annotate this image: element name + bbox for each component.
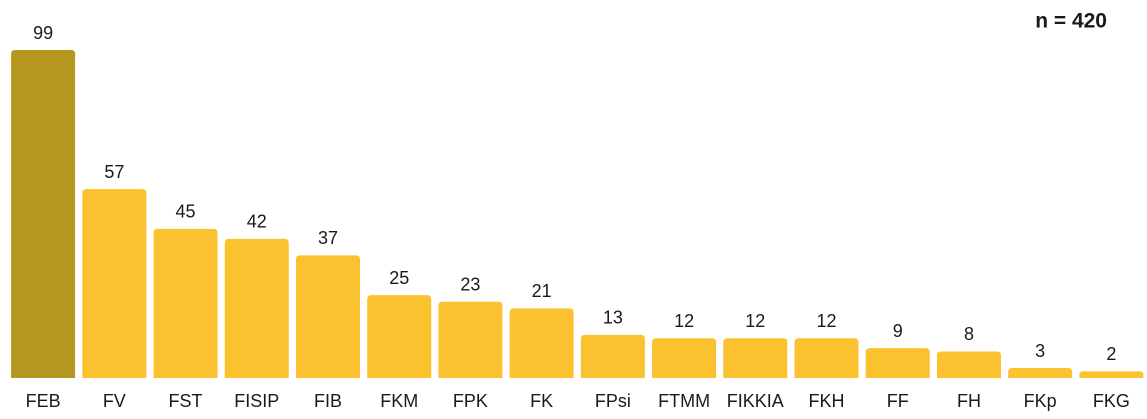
- value-label: 57: [104, 162, 124, 182]
- x-tick-label: FEB: [26, 391, 61, 411]
- x-tick-label: FKG: [1093, 391, 1130, 411]
- bar: [652, 338, 717, 378]
- bar: [1079, 371, 1144, 378]
- bar: [224, 238, 289, 378]
- x-tick-label: FKH: [809, 391, 845, 411]
- value-label: 25: [389, 268, 409, 288]
- bar: [580, 334, 645, 378]
- bar: [1008, 368, 1073, 378]
- value-label: 99: [33, 23, 53, 43]
- value-label: 9: [893, 321, 903, 341]
- value-label: 12: [745, 311, 765, 331]
- x-tick-label: FIB: [314, 391, 342, 411]
- x-tick-label: FV: [103, 391, 126, 411]
- bar: [11, 50, 76, 378]
- bar: [438, 301, 503, 378]
- sample-size: n = 420: [1035, 10, 1107, 33]
- value-label: 12: [674, 311, 694, 331]
- x-tick-label: FST: [169, 391, 203, 411]
- bar: [509, 308, 574, 378]
- x-tick-label: FK: [530, 391, 553, 411]
- bar: [153, 228, 218, 378]
- x-tick-label: FF: [887, 391, 909, 411]
- value-label: 21: [532, 281, 552, 301]
- bar: [295, 255, 360, 378]
- value-label: 42: [247, 212, 267, 232]
- value-label: 23: [460, 275, 480, 295]
- x-tick-label: FTMM: [658, 391, 710, 411]
- value-label: 8: [964, 324, 974, 344]
- x-tick-label: FKM: [380, 391, 418, 411]
- bar: [936, 351, 1001, 378]
- value-label: 37: [318, 228, 338, 248]
- x-tick-label: FKp: [1024, 391, 1057, 411]
- bar: [865, 348, 930, 378]
- value-label: 45: [176, 202, 196, 222]
- x-tick-label: FH: [957, 391, 981, 411]
- bar: [82, 189, 147, 378]
- x-tick-label: FPK: [453, 391, 488, 411]
- bar: [723, 338, 788, 378]
- value-label: 2: [1106, 344, 1116, 364]
- x-tick-label: FISIP: [234, 391, 279, 411]
- x-tick-label: FPsi: [595, 391, 631, 411]
- value-label: 13: [603, 308, 623, 328]
- value-label: 3: [1035, 341, 1045, 361]
- bar: [794, 338, 859, 378]
- x-tick-label: FIKKIA: [727, 391, 784, 411]
- value-label: 12: [817, 311, 837, 331]
- bar: [367, 295, 432, 378]
